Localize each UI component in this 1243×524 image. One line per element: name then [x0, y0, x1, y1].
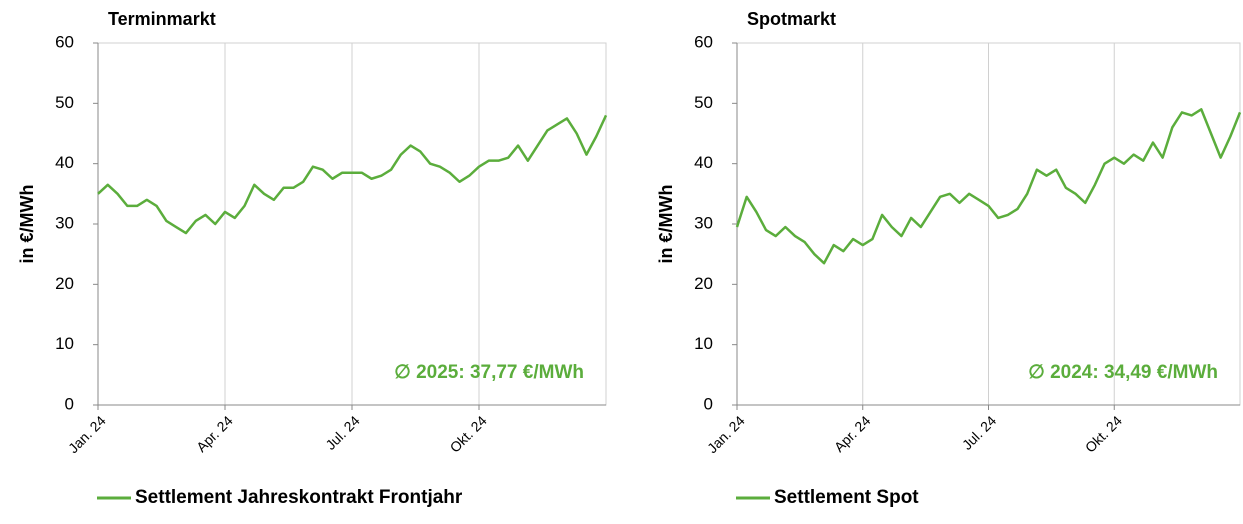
x-tick-label: Jan. 24 [65, 412, 109, 456]
legend-label: Settlement Spot [774, 487, 919, 508]
y-tick-label: 60 [55, 32, 74, 51]
line [97, 114, 608, 235]
y-tick-label: 30 [694, 213, 713, 232]
y-tick-label: 10 [55, 334, 74, 353]
y-tick-label: 0 [65, 394, 74, 413]
y-tick-label: 20 [55, 274, 74, 293]
y-tick-label: 40 [694, 153, 713, 172]
y-tick-label: 50 [694, 93, 713, 112]
y-tick-label: 0 [704, 394, 713, 413]
y-tick-label: 50 [55, 93, 74, 112]
x-tick-label: Jul. 24 [959, 412, 1000, 453]
chart-title: Spotmarkt [747, 9, 836, 29]
legend-label: Settlement Jahreskontrakt Frontjahr [135, 487, 463, 508]
x-tick-label: Okt. 24 [1082, 412, 1125, 455]
y-tick-label: 60 [694, 32, 713, 51]
y-tick-label: 20 [694, 274, 713, 293]
line [735, 108, 1242, 265]
y-tick-label: 40 [55, 153, 74, 172]
chart-title: Terminmarkt [108, 9, 216, 29]
x-tick-label: Jul. 24 [322, 412, 363, 453]
x-tick-label: Jan. 24 [704, 412, 748, 456]
x-tick-label: Okt. 24 [447, 412, 490, 455]
x-tick-label: Apr. 24 [193, 412, 236, 455]
y-axis-label: in €/MWh [17, 185, 37, 264]
annotation: ∅ 2024: 34,49 €/MWh [1028, 362, 1218, 383]
annotation: ∅ 2025: 37,77 €/MWh [394, 362, 584, 383]
y-tick-label: 10 [694, 334, 713, 353]
x-tick-label: Apr. 24 [831, 412, 874, 455]
y-tick-label: 30 [55, 213, 74, 232]
y-axis-label: in €/MWh [656, 185, 676, 264]
